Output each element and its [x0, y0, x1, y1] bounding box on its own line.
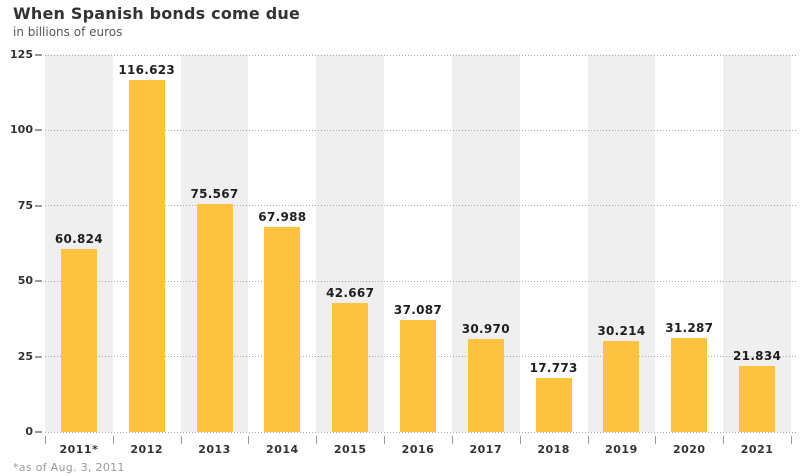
bar [128, 80, 165, 432]
bar [196, 204, 233, 432]
gridline [45, 431, 797, 433]
y-axis-tick [35, 54, 42, 56]
x-axis-tick [723, 436, 725, 444]
bar-value-label: 21.834 [733, 349, 782, 363]
gridline [45, 129, 797, 131]
x-axis-tick [519, 436, 521, 444]
y-axis-tick [35, 129, 42, 132]
chart-subtitle: in billions of euros [13, 25, 123, 39]
bar [332, 303, 369, 432]
x-axis-tick [384, 436, 386, 444]
bar-value-label: 67.988 [258, 210, 307, 224]
x-axis-label: 2021 [740, 443, 774, 456]
chart-title: When Spanish bonds come due [13, 4, 301, 23]
bar [603, 341, 640, 432]
bar [400, 320, 436, 432]
gridline [45, 205, 797, 207]
bar-value-label: 60.824 [54, 232, 103, 246]
x-axis-label: 2014 [266, 443, 299, 456]
x-axis-label: 2011* [59, 443, 99, 456]
x-axis-label: 2018 [537, 443, 570, 456]
bar [264, 227, 301, 432]
plot-area: 60.824 116.623 75.567 67.988 42.667 37.087 30.… [45, 54, 797, 433]
x-axis-label: 2017 [469, 443, 503, 456]
x-axis-label: 2019 [605, 443, 638, 456]
x-axis-tick [587, 436, 589, 444]
footnote: *as of Aug. 3, 2011 [13, 461, 125, 474]
x-axis-tick [248, 436, 250, 444]
bar-value-label: 30.970 [461, 322, 510, 336]
y-axis-label: 0 [25, 425, 33, 438]
bar-value-label: 75.567 [190, 187, 239, 201]
x-axis-tick [316, 436, 318, 444]
gridline [45, 54, 797, 56]
y-axis-tick [35, 355, 42, 358]
y-axis-label: 50 [17, 274, 33, 288]
bar-value-label: 37.087 [393, 303, 443, 317]
y-axis-tick [35, 204, 42, 207]
y-axis-label: 125 [10, 48, 33, 61]
x-axis-tick [451, 436, 453, 444]
bar [671, 338, 708, 432]
gridline [45, 280, 797, 282]
bar [739, 366, 776, 432]
x-axis-label: 2020 [672, 443, 706, 456]
x-axis-tick [791, 436, 792, 444]
bar [535, 378, 572, 432]
y-axis-label: 100 [10, 123, 33, 137]
x-axis-tick [180, 436, 182, 444]
x-axis-tick [45, 436, 46, 444]
bar-value-label: 30.214 [597, 324, 646, 338]
x-axis-label: 2013 [198, 443, 231, 456]
x-axis-label: 2016 [401, 443, 435, 456]
bar-value-label: 116.623 [118, 63, 176, 77]
bar-value-label: 31.287 [665, 321, 714, 335]
y-axis-label: 75 [17, 198, 33, 212]
y-axis-tick [35, 431, 42, 433]
bar-value-label: 17.773 [529, 361, 578, 375]
y-axis-tick [35, 280, 42, 283]
x-axis-tick [655, 436, 657, 444]
bar [60, 249, 97, 432]
bar-value-label: 42.667 [326, 286, 375, 300]
bar [467, 339, 504, 432]
x-axis-label: 2015 [333, 443, 367, 456]
x-axis-label: 2012 [130, 443, 164, 456]
x-axis-tick [112, 436, 114, 444]
y-axis-label: 25 [17, 349, 33, 363]
